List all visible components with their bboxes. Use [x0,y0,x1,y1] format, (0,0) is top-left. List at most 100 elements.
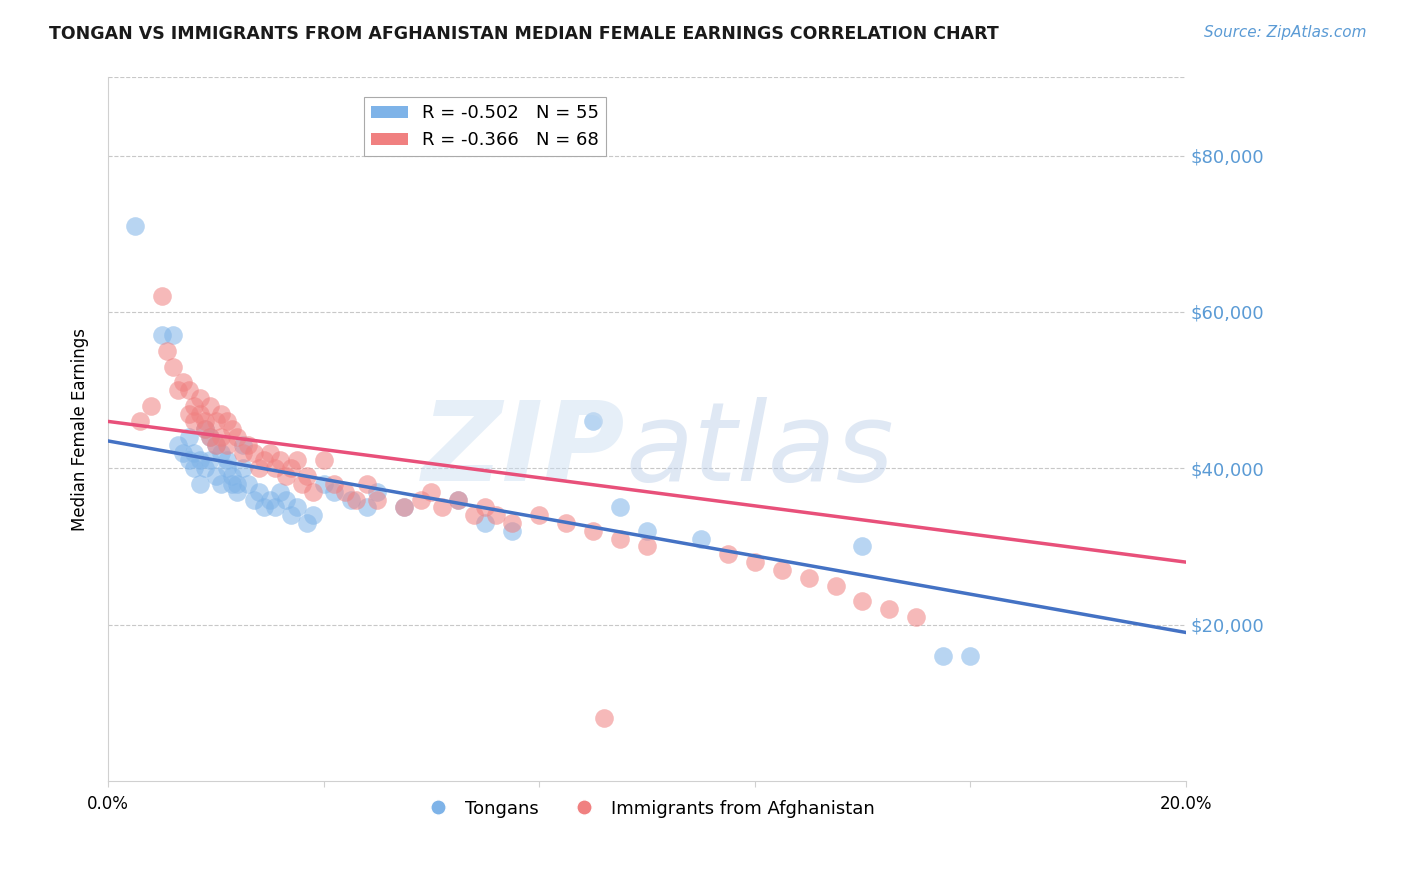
Point [129,414,152,428]
Point [204,438,226,452]
Point [394,500,416,515]
Point [285,453,308,467]
Point [770,563,793,577]
Point [172,376,194,390]
Point [209,477,232,491]
Point [932,648,955,663]
Point [344,492,367,507]
Point [301,508,323,523]
Point [215,461,238,475]
Point [156,344,179,359]
Point [209,407,232,421]
Point [636,540,658,554]
Point [253,453,276,467]
Point [312,453,335,467]
Legend: Tongans, Immigrants from Afghanistan: Tongans, Immigrants from Afghanistan [412,792,882,825]
Point [851,540,873,554]
Point [209,430,232,444]
Point [221,477,243,491]
Point [177,383,200,397]
Point [215,438,238,452]
Point [162,328,184,343]
Point [274,469,297,483]
Y-axis label: Median Female Earnings: Median Female Earnings [72,327,89,531]
Point [253,500,276,515]
Point [200,399,222,413]
Point [232,445,254,459]
Point [139,399,162,413]
Point [689,532,711,546]
Point [172,445,194,459]
Point [167,438,190,452]
Point [183,414,205,428]
Point [366,484,388,499]
Point [204,438,226,452]
Point [269,484,291,499]
Point [242,445,264,459]
Point [582,524,605,538]
Point [188,391,211,405]
Point [474,516,496,530]
Point [582,414,605,428]
Point [200,430,222,444]
Point [447,492,470,507]
Point [527,508,550,523]
Point [879,602,901,616]
Point [215,414,238,428]
Point [259,492,281,507]
Point [188,407,211,421]
Point [797,571,820,585]
Point [221,422,243,436]
Point [280,508,302,523]
Point [204,414,226,428]
Point [188,453,211,467]
Point [430,500,453,515]
Point [366,492,388,507]
Point [297,469,319,483]
Text: Source: ZipAtlas.com: Source: ZipAtlas.com [1204,25,1367,40]
Point [226,477,249,491]
Point [905,610,928,624]
Point [150,328,173,343]
Point [409,492,432,507]
Point [124,219,146,233]
Point [264,461,287,475]
Text: ZIP: ZIP [422,397,626,504]
Text: atlas: atlas [626,397,894,504]
Point [177,407,200,421]
Point [236,477,259,491]
Point [264,500,287,515]
Point [236,438,259,452]
Point [501,524,523,538]
Point [188,477,211,491]
Point [501,516,523,530]
Point [312,477,335,491]
Point [177,430,200,444]
Point [232,461,254,475]
Point [274,492,297,507]
Point [247,461,270,475]
Point [717,547,740,561]
Point [183,445,205,459]
Point [183,399,205,413]
Point [259,445,281,459]
Point [959,648,981,663]
Point [851,594,873,608]
Point [194,414,217,428]
Point [339,492,361,507]
Point [242,492,264,507]
Point [183,461,205,475]
Point [269,453,291,467]
Point [150,289,173,303]
Point [447,492,470,507]
Point [636,524,658,538]
Point [194,422,217,436]
Point [226,484,249,499]
Point [194,422,217,436]
Point [200,430,222,444]
Point [280,461,302,475]
Point [333,484,356,499]
Point [485,508,508,523]
Point [194,461,217,475]
Point [247,484,270,499]
